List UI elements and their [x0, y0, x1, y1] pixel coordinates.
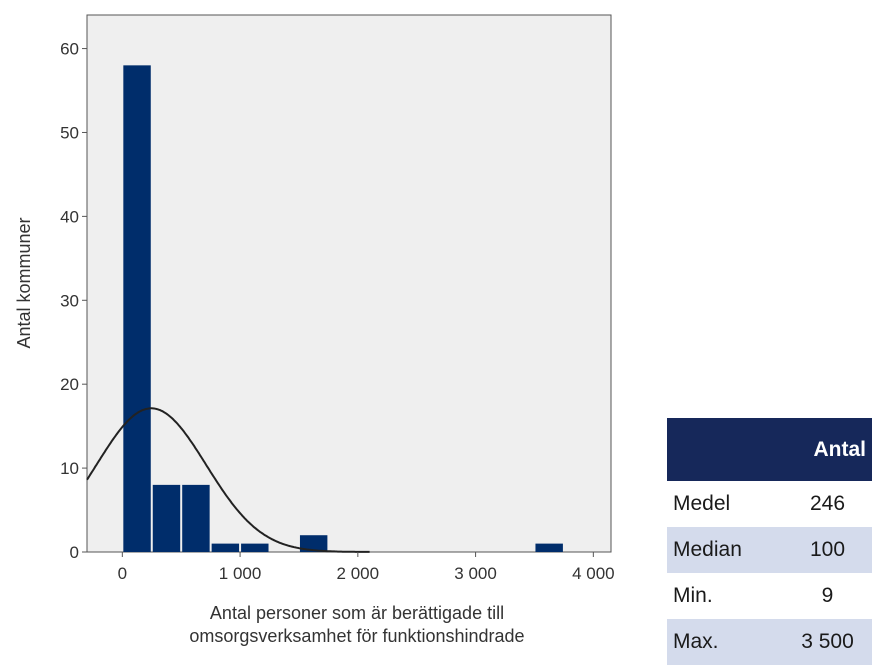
y-tick-label: 0 — [70, 543, 79, 562]
statistics-header-row: Antal — [667, 418, 872, 481]
x-tick-label: 2 000 — [337, 564, 380, 583]
y-tick-label: 40 — [60, 207, 79, 226]
statistics-label: Medel — [673, 492, 731, 515]
normal-curve — [86, 407, 370, 553]
bars-group — [123, 65, 563, 552]
statistics-header-antal: Antal — [783, 418, 872, 481]
histogram-bar — [182, 484, 210, 552]
statistics-value: 246 — [809, 492, 846, 515]
y-tick-label: 30 — [60, 291, 79, 310]
y-tick-label: 10 — [60, 459, 79, 478]
histogram-bar — [241, 543, 269, 552]
statistics-value: 9 — [821, 584, 834, 607]
statistics-label: Max. — [673, 630, 719, 653]
statistics-header-blank — [667, 418, 783, 481]
x-axis: 0 1 000 2 000 3 000 4 000 — [118, 552, 615, 583]
statistics-row-median: Median 100 — [667, 527, 872, 573]
statistics-table: Antal Medel 246 Median 100 Min. 9 Max. 3… — [667, 418, 872, 665]
y-tick-label: 50 — [60, 123, 79, 142]
x-tick-label: 3 000 — [454, 564, 497, 583]
y-tick-label: 60 — [60, 40, 79, 59]
y-axis: 0 10 20 30 40 50 60 — [60, 40, 87, 562]
statistics-row-min: Min. 9 — [667, 573, 872, 619]
histogram-bar — [299, 535, 328, 552]
plot-area — [86, 14, 612, 553]
histogram-bar — [535, 543, 563, 552]
x-axis-title-line2: omsorgsverksamhet för funktionshindrade — [189, 626, 524, 646]
y-tick-label: 20 — [60, 375, 79, 394]
statistics-value: 100 — [809, 538, 846, 561]
x-axis-title-line1: Antal personer som är berättigade till — [210, 603, 504, 623]
x-tick-label: 4 000 — [572, 564, 615, 583]
x-tick-label: 1 000 — [219, 564, 262, 583]
statistics-value: 3 500 — [801, 630, 854, 653]
statistics-row-medel: Medel 246 — [667, 481, 872, 527]
statistics-row-max: Max. 3 500 — [667, 619, 872, 665]
x-tick-label: 0 — [118, 564, 127, 583]
histogram-bar — [152, 484, 181, 552]
histogram-bar — [123, 65, 151, 552]
statistics-label: Median — [673, 538, 742, 561]
y-axis-title: Antal kommuner — [14, 217, 34, 348]
histogram-bar — [211, 543, 240, 552]
statistics-label: Min. — [673, 584, 713, 607]
histogram-chart: 0 10 20 30 40 50 60 0 1 000 2 000 3 000 4 000 Anta… — [14, 14, 615, 646]
